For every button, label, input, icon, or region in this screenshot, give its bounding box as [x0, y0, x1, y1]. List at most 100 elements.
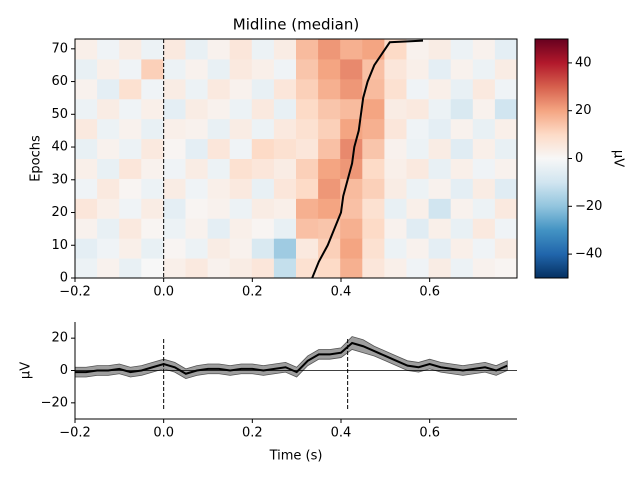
heatmap-cell	[207, 98, 231, 120]
heatmap-cell	[163, 58, 186, 80]
heatmap-cell	[406, 98, 430, 120]
heatmap-cell	[97, 78, 120, 100]
x-tick-label: 0.6	[419, 285, 440, 300]
heatmap-cell	[406, 258, 430, 279]
heatmap-cell	[251, 78, 275, 100]
y-tick-label: 40	[51, 140, 68, 155]
sort-line	[311, 39, 424, 279]
heatmap-cell	[141, 178, 164, 199]
heatmap-cell	[251, 198, 275, 219]
heatmap-cell	[472, 118, 496, 140]
heatmap-cell	[318, 98, 341, 120]
heatmap-cell	[340, 258, 363, 279]
heatmap-cell	[428, 118, 452, 140]
heatmap-cell	[97, 238, 120, 259]
heatmap-cell	[119, 58, 142, 80]
heatmap-cell	[362, 258, 385, 279]
heatmap-cell	[472, 178, 496, 199]
heatmap-cell	[362, 178, 385, 199]
heatmap-cell	[450, 58, 474, 80]
heatmap-cell	[273, 78, 297, 100]
heatmap-cell	[141, 138, 164, 159]
heatmap-cell	[185, 178, 209, 199]
heatmap-cell	[229, 98, 253, 120]
heatmap-cell	[185, 39, 209, 60]
colorbar-tick-label: 20	[575, 103, 592, 118]
heatmap-cell	[340, 78, 363, 100]
heatmap-cell	[75, 58, 98, 80]
heatmap-cell	[384, 118, 407, 140]
heatmap-cell	[251, 178, 275, 199]
heatmap-cell	[119, 198, 142, 219]
heatmap-cell	[494, 258, 518, 279]
heatmap-cell	[384, 39, 407, 60]
heatmap-cell	[207, 78, 231, 100]
heatmap-cell	[494, 98, 518, 120]
heatmap-cell	[207, 218, 231, 239]
heatmap-cell	[472, 39, 496, 60]
y-tick-label: 50	[51, 107, 68, 122]
heatmap-cell	[384, 98, 407, 120]
y-tick-label: 60	[51, 74, 68, 89]
heatmap-cell	[296, 58, 319, 80]
heatmap-cell	[251, 238, 275, 259]
heatmap-cell	[428, 58, 452, 80]
heatmap-cell	[494, 218, 518, 239]
heatmap-cell	[450, 238, 474, 259]
x-axis-label: Time (s)	[269, 449, 323, 464]
x-tick-label: 0.6	[419, 426, 440, 441]
x-tick-label: 0.0	[153, 426, 174, 441]
heatmap-cell	[97, 158, 120, 179]
heatmap-cell	[450, 198, 474, 219]
heatmap-cell	[229, 39, 253, 60]
heatmap-cell	[362, 39, 385, 60]
heatmap-cell	[185, 218, 209, 239]
heatmap-cell	[207, 138, 231, 159]
x-tick-label: 0.2	[242, 426, 263, 441]
heatmap-cell	[340, 39, 363, 60]
heatmap-cell	[75, 98, 98, 120]
heatmap-cell	[207, 118, 231, 140]
heatmap-cell	[119, 178, 142, 199]
heatmap-cell	[229, 198, 253, 219]
heatmap-cell	[97, 58, 120, 80]
heatmap-cell	[406, 218, 430, 239]
heatmap-cell	[229, 218, 253, 239]
heatmap-cell	[185, 138, 209, 159]
heatmap-cell	[273, 178, 297, 199]
x-tick-label: 0.2	[242, 285, 263, 300]
y-tick-label: 70	[51, 41, 68, 56]
heatmap-cell	[296, 178, 319, 199]
heatmap-cell	[472, 238, 496, 259]
heatmap-cell	[229, 178, 253, 199]
heatmap-cell	[273, 98, 297, 120]
heatmap-cell	[97, 178, 120, 199]
colorbar-label: µV	[611, 150, 626, 167]
x-tick-label: −0.2	[59, 426, 91, 441]
chart-title: Midline (median)	[233, 16, 359, 34]
heatmap-cell	[229, 238, 253, 259]
axes-frame	[74, 38, 518, 279]
y-tick-label: 0	[60, 271, 68, 286]
heatmap-cell	[296, 198, 319, 219]
heatmap-cell	[428, 218, 452, 239]
heatmap-cell	[340, 218, 363, 239]
heatmap-cell	[494, 58, 518, 80]
heatmap-cell	[472, 258, 496, 279]
heatmap-cell	[97, 98, 120, 120]
y-tick-label: 10	[51, 238, 68, 253]
heatmap-cell	[296, 138, 319, 159]
heatmap-cell	[207, 178, 231, 199]
heatmap-cell	[428, 158, 452, 179]
heatmap-cell	[472, 138, 496, 159]
heatmap-cell	[472, 198, 496, 219]
heatmap-cell	[406, 178, 430, 199]
heatmap-cell	[251, 58, 275, 80]
heatmap-cell	[362, 158, 385, 179]
heatmap-cell	[362, 218, 385, 239]
heatmap-cell	[494, 198, 518, 219]
heatmap-cell	[75, 158, 98, 179]
heatmap-cell	[384, 78, 407, 100]
heatmap-cell	[318, 118, 341, 140]
